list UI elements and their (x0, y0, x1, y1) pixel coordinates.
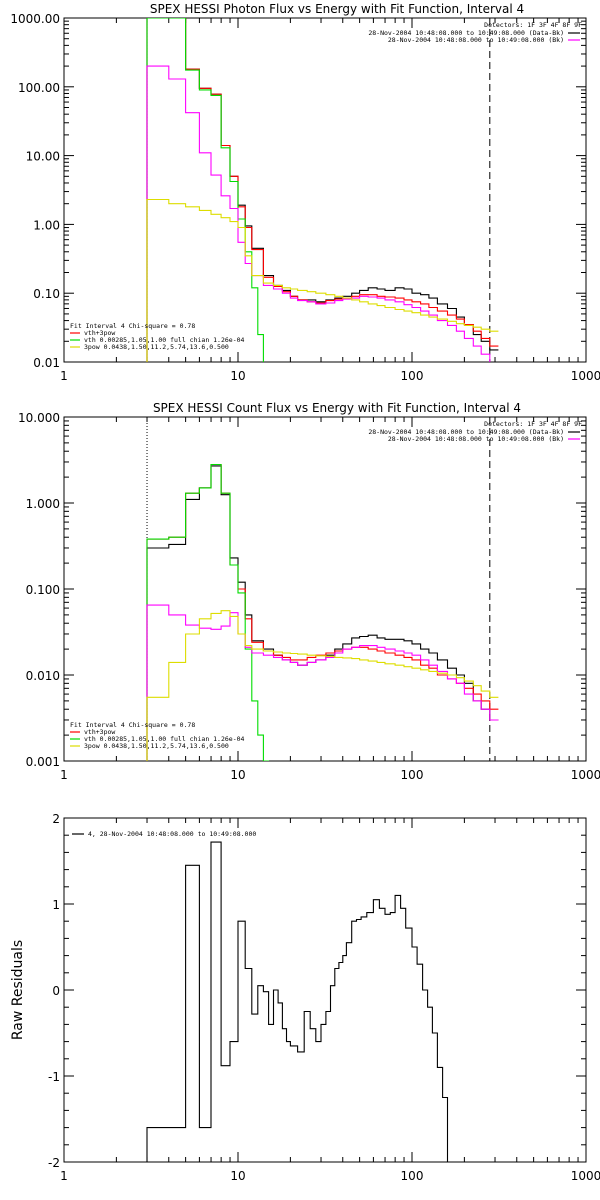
plot-frame (63, 416, 587, 762)
x-tick-label: 1 (60, 1169, 68, 1183)
fit-header: Fit Interval 4 Chi-square = 0.78 (70, 721, 195, 729)
detectors-label: Detectors: 1F 3F 4F 8F 9F (484, 21, 582, 29)
x-tick-label: 1000 (571, 1169, 600, 1183)
y-tick-label: 1.000 (26, 497, 60, 511)
y-tick-label: 1 (52, 898, 60, 912)
fit-header: Fit Interval 4 Chi-square = 0.78 (70, 322, 195, 330)
series-line (146, 463, 499, 761)
chart-title: SPEX HESSI Count Flux vs Energy with Fit… (153, 401, 521, 415)
series-line (146, 610, 499, 761)
count-flux-chart: SPEX HESSI Count Flux vs Energy with Fit… (18, 401, 600, 780)
x-tick-label: 100 (401, 1169, 424, 1183)
y-tick-label: 10.000 (18, 411, 60, 425)
plot-frame (63, 17, 587, 363)
x-tick-label: 1 (60, 768, 68, 780)
legend-right-text: 28-Nov-2004 10:48:08.000 to 10:49:08.000… (368, 428, 564, 436)
legend-right-text: 28-Nov-2004 10:48:08.000 to 10:49:08.000… (388, 435, 564, 443)
chart-title: SPEX HESSI Photon Flux vs Energy with Fi… (150, 2, 524, 16)
y-tick-label: 0.10 (33, 287, 60, 301)
series-group (146, 18, 499, 362)
series-line (146, 18, 264, 362)
y-tick-label: 0.01 (33, 356, 60, 370)
y-tick-label: 2 (52, 812, 60, 826)
x-tick-label: 1000 (571, 768, 600, 780)
series-line (146, 463, 269, 761)
legend-left-text: vth 0.00285,1.05,1.00 full chian 1.26e-0… (84, 336, 245, 344)
series-line (146, 604, 499, 761)
x-tick-label: 1000 (571, 369, 600, 383)
y-tick-label: 1.00 (33, 218, 60, 232)
legend-left-text: vth+3pow (84, 329, 115, 337)
x-tick-label: 10 (230, 1169, 245, 1183)
legend-right-text: 28-Nov-2004 10:48:08.000 to 10:49:08.000… (368, 29, 564, 37)
series-line (146, 198, 499, 362)
y-tick-label: 0.100 (26, 583, 60, 597)
legend-left-text: 3pow 0.0438,1.50,11.2,5.74,13.6,0.500 (84, 343, 229, 351)
series-line (146, 465, 499, 761)
legend-left-text: vth 0.00285,1.05,1.00 full chian 1.26e-0… (84, 735, 245, 743)
y-tick-label: -1 (48, 1070, 60, 1084)
y-tick-label: 100.00 (18, 81, 60, 95)
series-line (146, 65, 491, 362)
series-group (146, 841, 449, 1162)
legend-right-text: 28-Nov-2004 10:48:08.000 to 10:49:08.000… (388, 36, 564, 44)
series-line (146, 841, 449, 1162)
plot-frame (63, 817, 587, 1163)
x-tick-label: 10 (230, 369, 245, 383)
legend-left-text: vth+3pow (84, 728, 115, 736)
residuals-chart: Raw Residuals 1 10 100 1000 -2 -1 0 1 2 4, 28-Nov… (10, 812, 600, 1183)
y-tick-label: 0 (52, 984, 60, 998)
y-tick-label: 0.001 (26, 755, 60, 769)
x-tick-label: 100 (401, 369, 424, 383)
y-tick-label: 0.010 (26, 669, 60, 683)
detectors-label: Detectors: 1F 3F 4F 8F 9F (484, 420, 582, 428)
x-tick-label: 1 (60, 369, 68, 383)
y-tick-label: 1000.00 (10, 12, 60, 26)
y-axis-label: Raw Residuals (10, 940, 26, 1040)
x-tick-label: 10 (230, 768, 245, 780)
photon-flux-chart: SPEX HESSI Photon Flux vs Energy with Fi… (10, 2, 600, 383)
legend-left-text: 4, 28-Nov-2004 10:48:08.000 to 10:49:08.… (88, 830, 256, 838)
y-tick-label: 10.00 (26, 150, 60, 164)
series-group (146, 463, 499, 761)
legend-left-text: 3pow 0.0438,1.50,11.2,5.74,13.6,0.500 (84, 742, 229, 750)
y-tick-label: -2 (48, 1156, 60, 1170)
x-tick-label: 100 (401, 768, 424, 780)
